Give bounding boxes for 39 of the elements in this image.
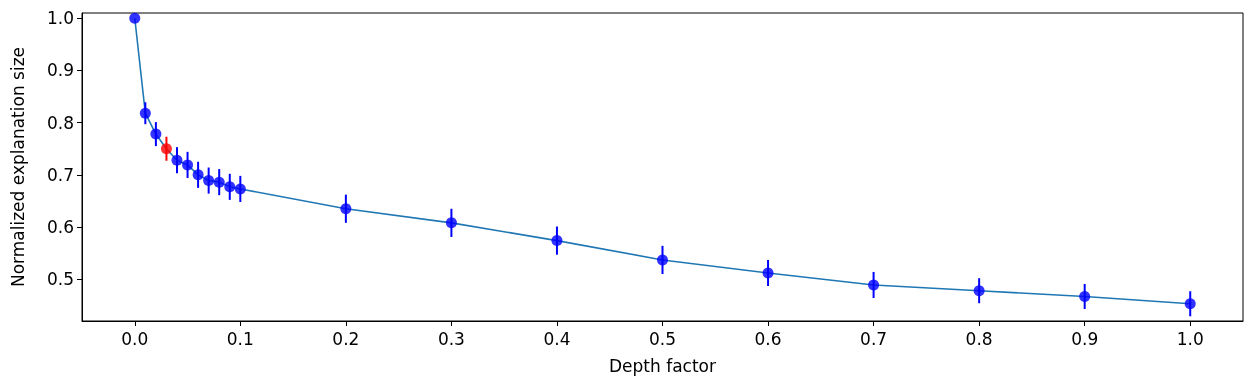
y-tick-label: 1.0	[46, 8, 74, 29]
point	[160, 143, 172, 155]
x-tick-label: 0.2	[332, 328, 360, 349]
point	[171, 154, 183, 166]
x-tick-label: 0.1	[226, 328, 254, 349]
x-tick-label: 0.0	[121, 328, 149, 349]
y-tick-label: 0.6	[46, 217, 74, 238]
y-tick-label: 0.5	[46, 269, 74, 290]
point	[1079, 290, 1091, 302]
point	[150, 128, 162, 140]
y-tick-label: 0.7	[46, 164, 74, 185]
y-tick-label: 0.9	[46, 60, 74, 81]
point	[551, 235, 563, 247]
point	[224, 181, 236, 193]
point	[445, 217, 457, 229]
x-tick-label: 0.9	[1071, 328, 1099, 349]
x-tick-label: 0.6	[754, 328, 782, 349]
x-axis-title: Depth factor	[609, 355, 716, 376]
point	[762, 267, 774, 279]
point	[213, 176, 225, 188]
y-axis-title: Normalized explanation size	[7, 46, 28, 288]
point	[234, 183, 246, 195]
point	[868, 279, 880, 291]
point	[182, 159, 194, 171]
point	[1184, 298, 1196, 310]
x-tick-label: 0.7	[860, 328, 888, 349]
point	[129, 12, 141, 24]
x-tick-label: 0.3	[437, 328, 465, 349]
point	[139, 107, 151, 119]
point	[192, 169, 204, 181]
x-tick-label: 0.5	[648, 328, 677, 349]
point	[973, 285, 985, 297]
point	[203, 175, 215, 187]
y-tick-label: 0.8	[46, 112, 74, 133]
point	[657, 254, 668, 266]
point	[340, 203, 352, 215]
x-tick-label: 0.4	[543, 328, 571, 349]
x-tick-label: 0.8	[965, 328, 993, 349]
x-tick-label: 1.0	[1176, 328, 1204, 349]
